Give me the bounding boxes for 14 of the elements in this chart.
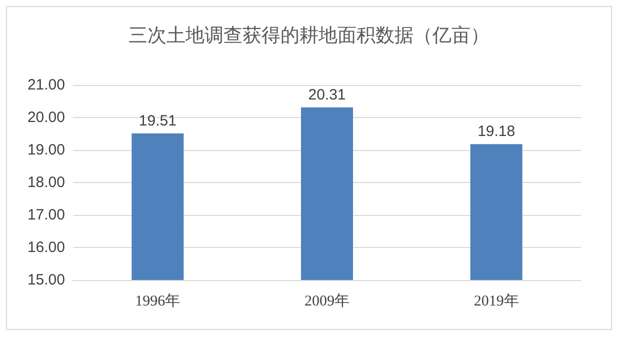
data-label: 20.31 [308, 86, 346, 104]
y-tick-label: 20.00 [27, 109, 65, 126]
y-tick-label: 16.00 [27, 239, 65, 256]
y-tick-label: 19.00 [27, 142, 65, 158]
x-tick-label: 2009年 [304, 292, 350, 310]
y-tick-label: 21.00 [27, 76, 65, 94]
y-tick-label: 18.00 [27, 174, 65, 191]
data-label: 19.51 [138, 112, 176, 130]
x-tick-label: 2019年 [474, 292, 519, 310]
x-tick-label: 1996年 [135, 292, 180, 310]
data-label: 19.18 [478, 123, 516, 140]
y-tick-label: 15.00 [27, 272, 65, 288]
chart-title: 三次土地调查获得的耕地面积数据（亿亩） [128, 24, 490, 46]
y-tick-label: 17.00 [27, 206, 65, 224]
